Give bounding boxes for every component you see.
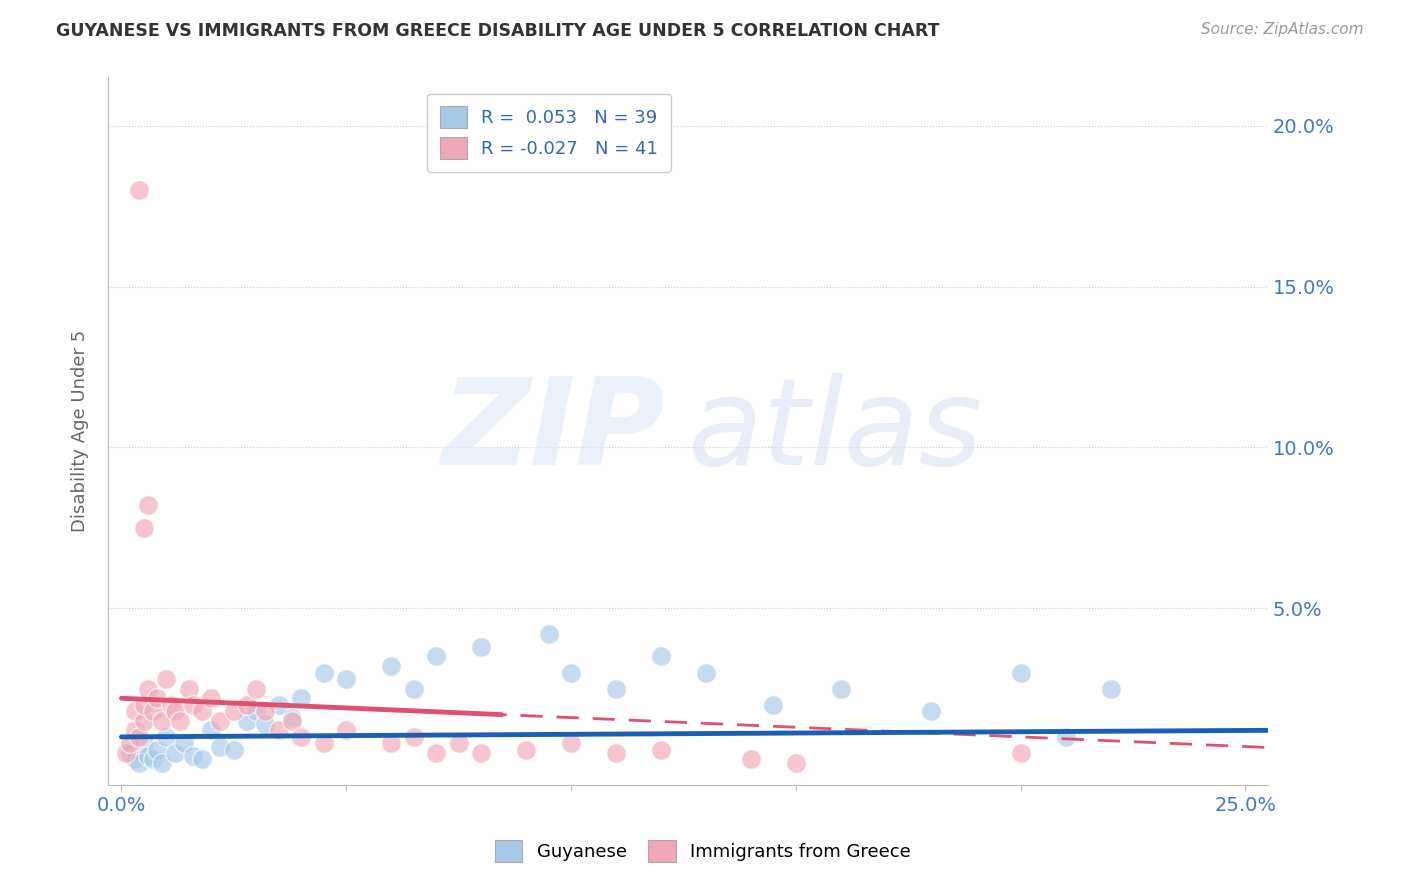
Point [447, 736, 470, 750]
Point [222, 743, 245, 757]
Point [124, 752, 146, 766]
Point [254, 704, 277, 718]
Point [1010, 665, 1032, 680]
Point [281, 714, 304, 728]
Point [132, 714, 155, 728]
Point [335, 672, 357, 686]
Point [169, 714, 191, 728]
Point [425, 746, 447, 760]
Point [515, 743, 537, 757]
Point [290, 691, 312, 706]
Point [160, 698, 183, 712]
Point [128, 183, 150, 197]
Point [209, 739, 232, 754]
Point [267, 698, 290, 712]
Point [740, 752, 762, 766]
Point [209, 714, 232, 728]
Point [165, 704, 187, 718]
Point [605, 746, 627, 760]
Point [177, 681, 200, 696]
Point [281, 710, 304, 724]
Point [146, 691, 169, 706]
Legend: Guyanese, Immigrants from Greece: Guyanese, Immigrants from Greece [488, 833, 918, 870]
Point [173, 736, 195, 750]
Point [312, 665, 335, 680]
Legend: R =  0.053   N = 39, R = -0.027   N = 41: R = 0.053 N = 39, R = -0.027 N = 41 [427, 94, 671, 172]
Y-axis label: Disability Age Under 5: Disability Age Under 5 [72, 330, 89, 533]
Point [920, 704, 942, 718]
Point [695, 665, 717, 680]
Point [142, 752, 165, 766]
Point [236, 698, 259, 712]
Point [128, 756, 150, 770]
Point [200, 691, 222, 706]
Point [150, 756, 173, 770]
Text: Source: ZipAtlas.com: Source: ZipAtlas.com [1201, 22, 1364, 37]
Text: GUYANESE VS IMMIGRANTS FROM GREECE DISABILITY AGE UNDER 5 CORRELATION CHART: GUYANESE VS IMMIGRANTS FROM GREECE DISAB… [56, 22, 939, 40]
Point [120, 746, 142, 760]
Point [146, 743, 169, 757]
Point [1054, 730, 1077, 744]
Point [200, 723, 222, 738]
Point [267, 723, 290, 738]
Point [254, 717, 277, 731]
Point [312, 736, 335, 750]
Point [138, 498, 160, 512]
Point [380, 659, 402, 673]
Point [138, 681, 160, 696]
Point [222, 704, 245, 718]
Point [605, 681, 627, 696]
Point [402, 681, 425, 696]
Point [650, 743, 672, 757]
Point [191, 752, 214, 766]
Point [128, 730, 150, 744]
Point [1010, 746, 1032, 760]
Point [470, 746, 492, 760]
Point [132, 736, 155, 750]
Point [560, 736, 582, 750]
Point [115, 746, 138, 760]
Point [155, 730, 177, 744]
Point [183, 698, 205, 712]
Point [120, 736, 142, 750]
Point [132, 521, 155, 535]
Point [560, 665, 582, 680]
Point [142, 704, 165, 718]
Point [830, 681, 852, 696]
Point [165, 746, 187, 760]
Point [124, 723, 146, 738]
Point [380, 736, 402, 750]
Point [470, 640, 492, 654]
Point [191, 704, 214, 718]
Point [335, 723, 357, 738]
Point [183, 749, 205, 764]
Point [537, 627, 560, 641]
Point [236, 714, 259, 728]
Text: atlas: atlas [688, 373, 983, 490]
Point [132, 698, 155, 712]
Point [785, 756, 807, 770]
Point [150, 714, 173, 728]
Point [402, 730, 425, 744]
Text: ZIP: ZIP [441, 373, 665, 490]
Point [425, 649, 447, 664]
Point [124, 704, 146, 718]
Point [155, 672, 177, 686]
Point [762, 698, 785, 712]
Point [245, 704, 267, 718]
Point [290, 730, 312, 744]
Point [245, 681, 267, 696]
Point [650, 649, 672, 664]
Point [138, 749, 160, 764]
Point [1099, 681, 1122, 696]
